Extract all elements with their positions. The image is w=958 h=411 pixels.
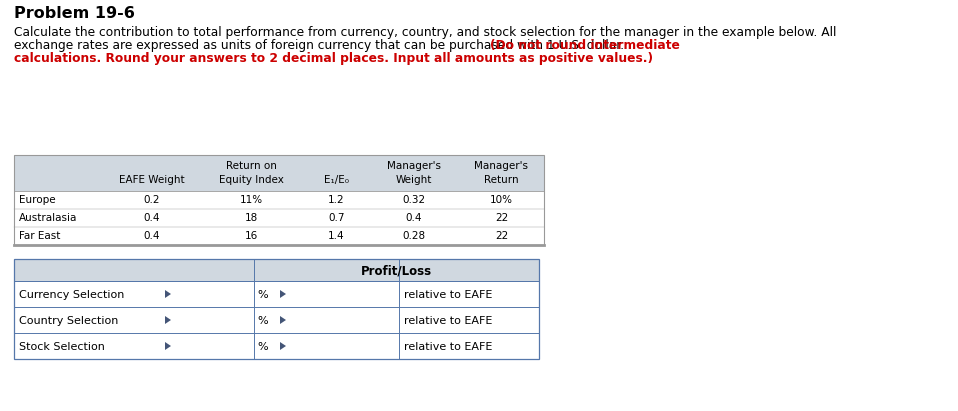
Text: 22: 22 bbox=[495, 231, 508, 241]
Text: 0.7: 0.7 bbox=[329, 213, 345, 223]
Text: Calculate the contribution to total performance from currency, country, and stoc: Calculate the contribution to total perf… bbox=[14, 26, 836, 39]
Text: 0.4: 0.4 bbox=[144, 231, 160, 241]
Bar bbox=[254, 259, 539, 281]
Polygon shape bbox=[165, 290, 171, 298]
Polygon shape bbox=[14, 155, 544, 191]
Polygon shape bbox=[165, 316, 171, 324]
Text: (Do not round intermediate: (Do not round intermediate bbox=[490, 39, 680, 52]
Text: 0.2: 0.2 bbox=[144, 195, 160, 205]
Text: Stock Selection: Stock Selection bbox=[19, 342, 104, 352]
Text: EAFE Weight: EAFE Weight bbox=[119, 175, 184, 185]
Bar bbox=[14, 259, 254, 281]
Text: Europe: Europe bbox=[19, 195, 56, 205]
Text: %: % bbox=[257, 342, 267, 352]
Bar bbox=[14, 281, 539, 359]
Text: Manager's: Manager's bbox=[474, 161, 529, 171]
Text: Equity Index: Equity Index bbox=[219, 175, 284, 185]
Text: Country Selection: Country Selection bbox=[19, 316, 119, 326]
Text: 0.28: 0.28 bbox=[402, 231, 425, 241]
Text: %: % bbox=[257, 316, 267, 326]
Text: 0.4: 0.4 bbox=[406, 213, 422, 223]
Text: 22: 22 bbox=[495, 213, 508, 223]
Text: 11%: 11% bbox=[240, 195, 263, 205]
Polygon shape bbox=[280, 342, 286, 350]
Text: Currency Selection: Currency Selection bbox=[19, 290, 125, 300]
Text: E₁/E₀: E₁/E₀ bbox=[324, 175, 349, 185]
Text: relative to EAFE: relative to EAFE bbox=[404, 342, 492, 352]
Text: Return: Return bbox=[484, 175, 519, 185]
Text: 1.2: 1.2 bbox=[329, 195, 345, 205]
Text: 10%: 10% bbox=[490, 195, 513, 205]
Text: relative to EAFE: relative to EAFE bbox=[404, 290, 492, 300]
Text: 16: 16 bbox=[245, 231, 258, 241]
Polygon shape bbox=[280, 290, 286, 298]
Polygon shape bbox=[280, 316, 286, 324]
Polygon shape bbox=[14, 191, 544, 245]
Text: %: % bbox=[257, 290, 267, 300]
Text: exchange rates are expressed as units of foreign currency that can be purchased : exchange rates are expressed as units of… bbox=[14, 39, 628, 52]
Text: Weight: Weight bbox=[396, 175, 432, 185]
Text: Australasia: Australasia bbox=[19, 213, 78, 223]
Text: 0.32: 0.32 bbox=[402, 195, 425, 205]
Text: 0.4: 0.4 bbox=[144, 213, 160, 223]
Bar bbox=[14, 259, 539, 359]
Polygon shape bbox=[165, 342, 171, 350]
Text: calculations. Round your answers to 2 decimal places. Input all amounts as posit: calculations. Round your answers to 2 de… bbox=[14, 52, 653, 65]
Text: Problem 19-6: Problem 19-6 bbox=[14, 6, 135, 21]
Text: Profit/Loss: Profit/Loss bbox=[361, 264, 432, 277]
Text: Manager's: Manager's bbox=[387, 161, 441, 171]
Text: Far East: Far East bbox=[19, 231, 60, 241]
Text: 18: 18 bbox=[245, 213, 258, 223]
Text: Return on: Return on bbox=[226, 161, 277, 171]
Text: 1.4: 1.4 bbox=[329, 231, 345, 241]
Text: relative to EAFE: relative to EAFE bbox=[404, 316, 492, 326]
